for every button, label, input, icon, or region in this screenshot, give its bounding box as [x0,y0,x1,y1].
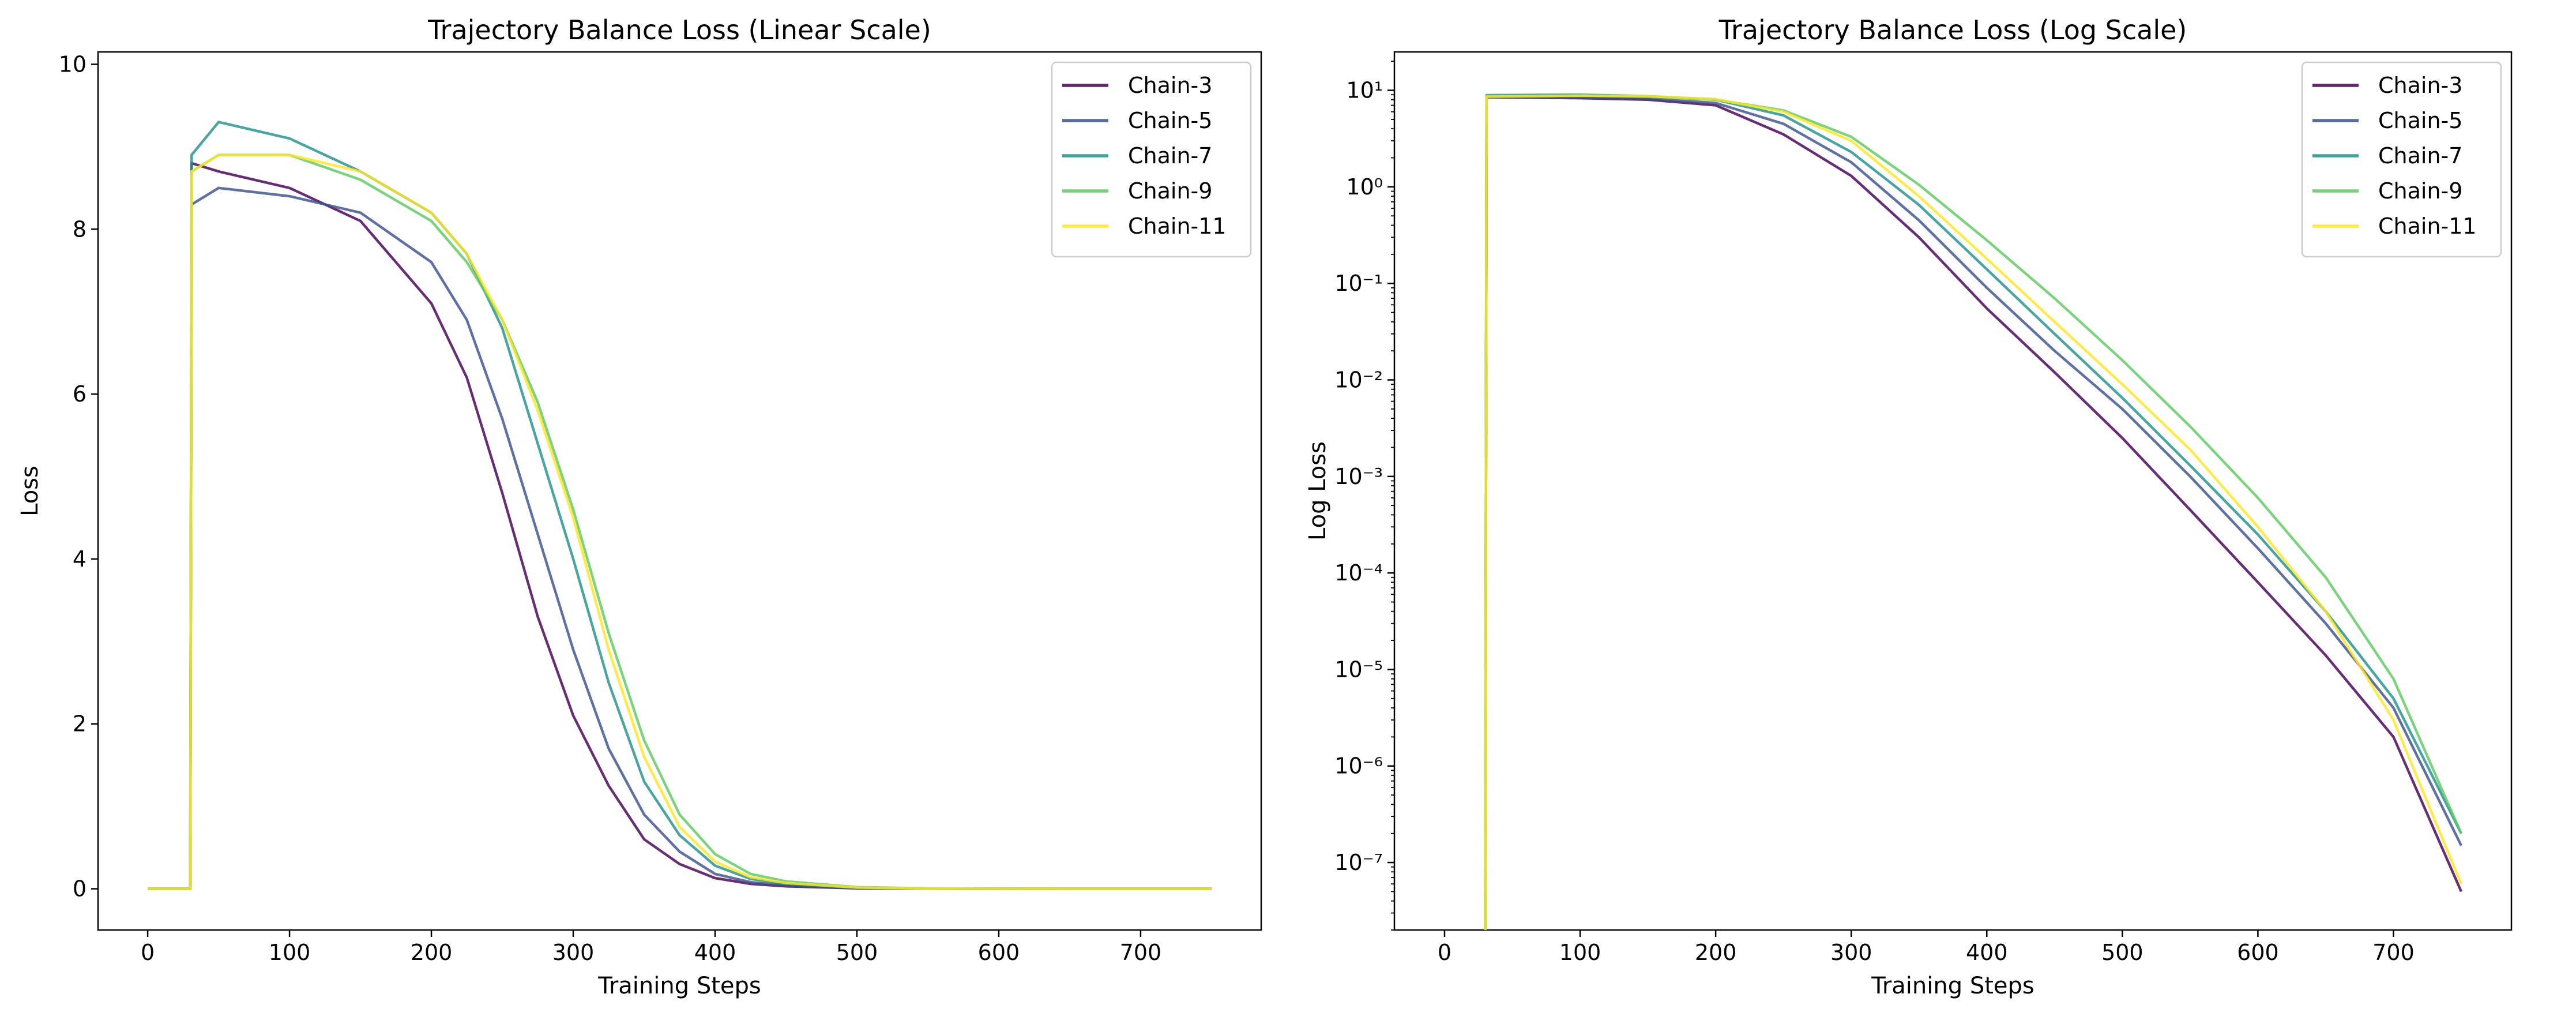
plot-frame [97,51,1262,931]
series-lines [1484,93,2463,930]
x-tick-label: 300 [552,940,595,965]
legend-entry: Chain-11 [2378,213,2477,239]
y-axis-label: Log Loss [1304,441,1331,541]
series-line-chain-5 [1484,96,2463,930]
x-axis-ticks: 0 100 200 300 400 500 600 700 [1438,930,2415,965]
x-tick-label: 400 [1966,940,2008,965]
x-tick-label: 300 [1830,940,1872,965]
legend: Chain-3 Chain-5 Chain-7 Chain-9 Chain-11 [2301,61,2502,258]
legend-entry: Chain-9 [2378,178,2462,204]
x-tick-label: 200 [1695,940,1737,965]
linear-loss-chart: 0 100 200 300 400 500 600 700 0 2 4 6 8 10 Trajector… [17,14,1262,999]
legend-entry: Chain-3 [2378,73,2462,98]
x-tick-label: 500 [836,940,878,965]
y-tick-label: 10¹ [1346,78,1383,103]
series-line-chain-3 [148,162,1212,890]
x-tick-label: 0 [141,940,155,965]
series-line-chain-5 [148,186,1212,890]
y-axis-label: Loss [17,466,43,516]
legend-entry: Chain-9 [1128,178,1212,204]
y-tick-label: 6 [73,381,87,407]
legend-box [1051,61,1252,258]
y-tick-label: 10⁻² [1334,367,1383,393]
chart-title: Trajectory Balance Loss (Linear Scale) [427,14,931,46]
x-tick-label: 0 [1438,940,1451,965]
x-axis-label: Training Steps [597,973,761,999]
x-tick-label: 700 [2372,940,2415,965]
y-tick-label: 10⁻⁶ [1334,753,1383,779]
legend-entry: Chain-7 [2378,143,2462,168]
y-tick-label: 4 [73,546,87,572]
y-tick-label: 10⁻³ [1334,464,1383,489]
series-line-chain-11 [1484,94,2463,930]
x-tick-label: 200 [411,940,453,965]
legend: Chain-3 Chain-5 Chain-7 Chain-9 Chain-11 [1051,61,1252,258]
x-tick-label: 700 [1120,940,1162,965]
y-tick-label: 8 [73,216,87,242]
x-tick-label: 100 [269,940,311,965]
x-tick-label: 600 [2237,940,2279,965]
x-tick-label: 500 [2101,940,2143,965]
x-axis-label: Training Steps [1871,973,2034,999]
series-line-chain-9 [148,153,1212,890]
x-tick-label: 400 [694,940,736,965]
series-lines [148,121,1212,890]
legend-box [2301,61,2502,258]
legend-entry: Chain-5 [1128,108,1212,133]
x-tick-label: 600 [978,940,1020,965]
y-tick-label: 0 [73,876,87,902]
log-loss-chart: 0 100 200 300 400 500 600 700 10⁻⁷10⁻⁶10⁻⁵10⁻⁴1… [1304,14,2513,999]
legend-entry: Chain-5 [2378,108,2462,133]
y-tick-label: 10⁻⁴ [1334,560,1383,586]
x-tick-label: 100 [1559,940,1601,965]
chart-title: Trajectory Balance Loss (Log Scale) [1718,14,2187,46]
legend-entry: Chain-3 [1128,73,1212,98]
legend-entry: Chain-7 [1128,143,1212,168]
y-tick-label: 10⁻¹ [1334,271,1383,296]
y-tick-label: 10⁻⁷ [1334,850,1383,875]
y-axis-ticks: 0 2 4 6 8 10 [59,51,98,902]
y-tick-label: 10 [59,51,87,77]
y-tick-label: 10⁰ [1346,174,1383,200]
legend-entry: Chain-11 [1128,213,1227,239]
x-axis-ticks: 0 100 200 300 400 500 600 700 [141,930,1161,965]
series-line-chain-11 [148,153,1212,890]
y-tick-label: 2 [73,711,87,737]
y-axis-ticks: 10⁻⁷ 10⁻⁶ 10⁻⁵ 10⁻⁴ 10⁻³ 10⁻² 10⁻¹ 10⁰ 10¹ [1334,61,1394,931]
y-tick-label: 10⁻⁵ [1334,657,1383,682]
